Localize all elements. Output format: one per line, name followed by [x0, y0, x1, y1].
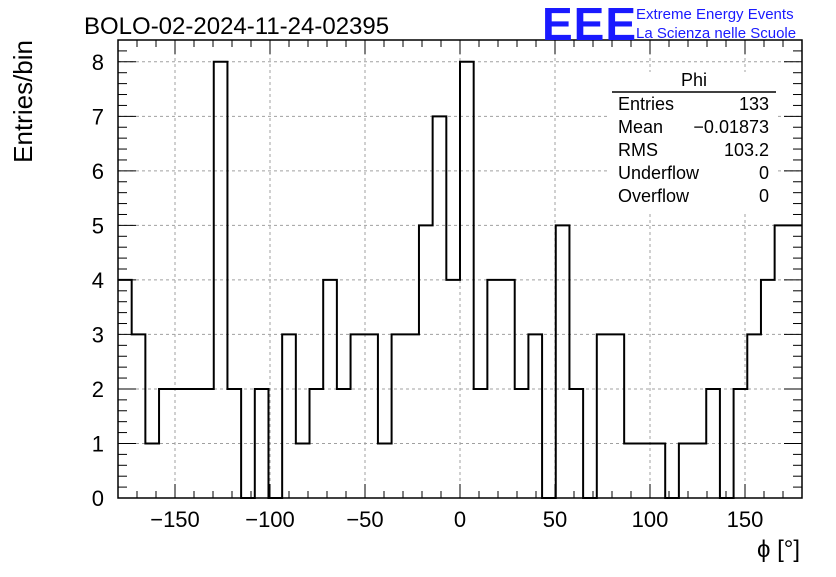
stats-row-label: Entries [618, 94, 674, 114]
axis-ticks [118, 40, 802, 499]
chart-title: BOLO-02-2024-11-24-02395 [84, 13, 389, 40]
y-tick-label: 5 [92, 213, 104, 238]
stats-row-value: −0.01873 [693, 117, 769, 137]
y-tick-label: 6 [92, 159, 104, 184]
stats-box: Phi Entries 133 Mean −0.01873 RMS 103.2 Underf… [610, 70, 778, 212]
stats-row-label: Mean [618, 117, 663, 137]
x-tick-label: −100 [245, 507, 295, 532]
y-tick-label: 3 [92, 322, 104, 347]
y-tick-label: 7 [92, 104, 104, 129]
x-tick-label: −150 [150, 507, 200, 532]
x-tick-label: 100 [632, 507, 669, 532]
stats-row-label: Overflow [618, 186, 690, 206]
y-tick-label: 2 [92, 377, 104, 402]
logo-line-1: Extreme Energy Events [636, 6, 794, 23]
logo-line-2: La Scienza nelle Scuole [636, 25, 796, 42]
y-tick-label: 8 [92, 50, 104, 75]
eee-logo: EEE Extreme Energy Events La Scienza nel… [542, 0, 796, 50]
x-tick-label: 0 [454, 507, 466, 532]
y-axis-label: Entries/bin [8, 40, 38, 163]
stats-row-label: RMS [618, 140, 658, 160]
stats-row-value: 0 [759, 186, 769, 206]
x-axis-label: ϕ [°] [757, 536, 800, 563]
stats-row-value: 133 [739, 94, 769, 114]
y-tick-label: 0 [92, 486, 104, 511]
x-tick-label: 50 [543, 507, 567, 532]
y-tick-label: 1 [92, 431, 104, 456]
stats-row-value: 103.2 [724, 140, 769, 160]
stats-row-value: 0 [759, 163, 769, 183]
stats-box-background [610, 72, 778, 212]
stats-title: Phi [681, 70, 707, 90]
x-tick-label: 150 [727, 507, 764, 532]
x-tick-label: −50 [346, 507, 383, 532]
stats-row-label: Underflow [618, 163, 700, 183]
logo-letters: EEE [542, 0, 637, 50]
stats-rows: Entries 133 Mean −0.01873 RMS 103.2 Underflow 0… [618, 94, 769, 206]
y-tick-label: 4 [92, 268, 104, 293]
tick-labels: −150 −100 −50 0 50 100 150 0 1 2 3 4 5 6 7 8 [92, 50, 764, 532]
histogram-line [118, 60, 802, 499]
